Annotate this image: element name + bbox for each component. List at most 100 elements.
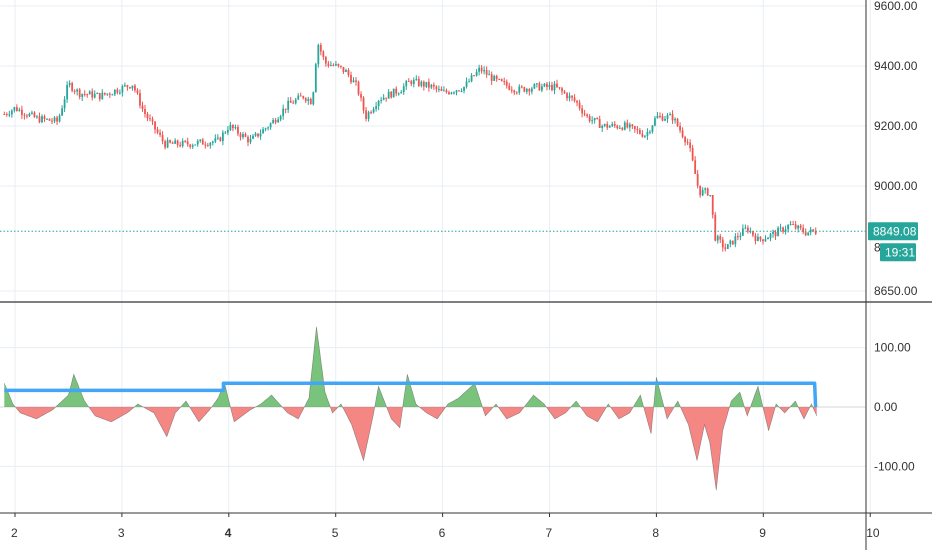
candle-body [417, 78, 420, 86]
candle-body [664, 118, 666, 121]
candle-body [548, 84, 551, 87]
oscillator-positive-area [4, 326, 817, 407]
candle-body [83, 93, 86, 95]
candle-body [804, 232, 807, 236]
candle-body [603, 124, 606, 126]
candle-body [387, 91, 390, 99]
candle-body [618, 127, 621, 129]
candle-body [48, 118, 51, 121]
last-price-label: 8849.08 [873, 224, 917, 238]
candle-body [309, 99, 312, 105]
candle-body [706, 188, 709, 196]
y-tick-label: 100.00 [874, 341, 911, 355]
candle-body [385, 97, 388, 99]
candle-body [543, 83, 546, 87]
candle-body [184, 140, 187, 142]
candle-body [410, 81, 413, 85]
candle-body [149, 118, 151, 120]
candle-body [699, 185, 702, 196]
candle-body [435, 86, 438, 90]
candle-body [440, 88, 443, 91]
candle-body [156, 129, 159, 133]
candle-body [480, 67, 483, 72]
candle-body [807, 232, 810, 236]
candle-body [736, 236, 739, 238]
candle-body [71, 83, 74, 91]
candle-body [598, 119, 601, 128]
candle-body [631, 124, 634, 127]
candle-body [347, 70, 350, 75]
candle-body [503, 81, 506, 83]
candle-body [93, 93, 96, 98]
candle-body [405, 81, 408, 87]
candle-body [232, 124, 234, 129]
candle-body [134, 85, 136, 91]
candle-body [772, 231, 774, 234]
candle-body [606, 124, 609, 128]
candle-body [757, 236, 759, 241]
candle-body [211, 141, 214, 143]
candle-body [249, 138, 252, 143]
candle-body [460, 90, 463, 92]
candle-body [425, 81, 428, 87]
candle-body [415, 78, 418, 80]
candle-body [367, 112, 370, 119]
candle-body [520, 86, 523, 88]
candle-body [759, 236, 762, 240]
candle-body [196, 141, 199, 145]
candle-body [784, 229, 787, 232]
candle-body [691, 148, 694, 161]
candle-body [724, 247, 727, 249]
candle-body [568, 95, 571, 99]
candle-body [191, 145, 194, 147]
candle-body [53, 117, 56, 122]
candle-body [324, 57, 327, 64]
candle-body [515, 92, 518, 94]
candle-body [116, 89, 119, 93]
candle-body [131, 85, 134, 89]
candle-body [327, 63, 330, 66]
candle-body [445, 90, 448, 93]
candle-body [289, 100, 292, 103]
candle-body [689, 142, 692, 149]
candle-body [551, 84, 553, 91]
candle-body [596, 117, 599, 120]
candle-body [638, 130, 641, 134]
candle-body [495, 75, 498, 80]
candle-body [8, 114, 11, 116]
candle-body [422, 81, 425, 87]
candle-body [533, 84, 536, 89]
candle-body [297, 95, 300, 100]
oscillator-band [4, 381, 818, 408]
candle-body [221, 132, 224, 142]
candle-body [36, 116, 38, 118]
candle-body [239, 133, 242, 138]
candle-body [528, 89, 531, 92]
candle-body [370, 112, 372, 114]
candle-body [199, 139, 202, 142]
candle-body [679, 125, 681, 131]
candle-body [513, 90, 516, 93]
candle-body [257, 133, 259, 137]
countdown-box [880, 243, 916, 262]
y-tick-label: 0.00 [874, 400, 898, 414]
candle-body [171, 142, 174, 144]
candle-body [229, 124, 232, 130]
candle-body [669, 114, 671, 116]
candle-body [259, 133, 262, 137]
candle-body [154, 121, 156, 130]
candle-body [814, 230, 817, 234]
candle-body [676, 118, 679, 126]
candle-body [646, 132, 649, 136]
candle-body [397, 93, 400, 95]
candle-body [26, 115, 28, 117]
candle-body [450, 92, 453, 94]
x-tick-label: 7 [546, 526, 553, 540]
candle-body [317, 44, 320, 65]
candle-body [407, 81, 410, 83]
candle-body [463, 86, 465, 91]
candle-body [204, 144, 207, 146]
candle-body [58, 115, 61, 122]
candle-body [181, 140, 184, 147]
